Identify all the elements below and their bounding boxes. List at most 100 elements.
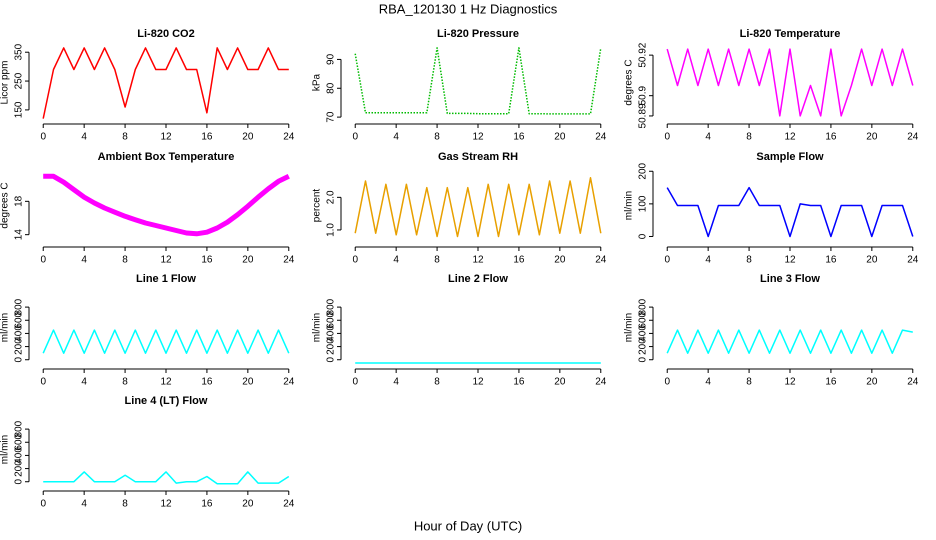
y-tick-label: 600	[14, 433, 25, 450]
panel: Line 1 Flow ml/min 0 4 8 12 16 20 24 0 20040060080…	[0, 273, 295, 388]
y-axis-label: ml/min	[624, 191, 635, 220]
y-tick-label: 400	[326, 325, 337, 342]
x-tick-label: 0	[40, 377, 46, 388]
y-tick-label: 0	[638, 357, 649, 363]
x-tick-label: 8	[746, 377, 752, 388]
x-tick-label: 8	[434, 255, 440, 266]
y-tick-label: 100	[638, 195, 649, 212]
x-tick-label: 8	[122, 132, 128, 143]
x-tick-label: 24	[283, 499, 295, 510]
x-tick-label: 8	[434, 132, 440, 143]
x-tick-label: 4	[705, 377, 711, 388]
x-tick-label: 0	[352, 377, 358, 388]
data-line	[354, 177, 602, 238]
panel-title: Li-820 CO2	[137, 28, 194, 40]
x-tick-label: 20	[866, 377, 878, 388]
data-line	[354, 47, 602, 115]
x-tick-label: 16	[825, 132, 837, 143]
x-tick-label: 0	[664, 255, 670, 266]
x-tick-label: 16	[513, 132, 525, 143]
x-tick-label: 12	[160, 499, 172, 510]
x-tick-label: 4	[705, 255, 711, 266]
y-tick-label: 0	[14, 357, 25, 363]
panel: Sample Flow ml/min 0 4 8 12 16 20 24 0 100 200	[624, 151, 919, 266]
x-tick-label: 4	[393, 132, 399, 143]
y-tick-label: 200	[638, 162, 649, 179]
y-tick-label: 600	[14, 311, 25, 328]
panel-title: Li-820 Pressure	[437, 28, 519, 40]
y-axis-label: Licor ppm	[0, 61, 11, 105]
x-tick-label: 12	[472, 255, 484, 266]
x-tick-label: 24	[907, 255, 919, 266]
data-line	[42, 47, 289, 119]
y-axis-label: ml/min	[0, 313, 11, 342]
panel-title: Ambient Box Temperature	[98, 151, 235, 163]
panel: Line 4 (LT) Flow ml/min 0 4 8 12 16 20 24 0 200400…	[0, 395, 295, 510]
y-tick-label: 1.0	[326, 223, 337, 237]
x-tick-label: 8	[746, 255, 752, 266]
y-tick-label: 800	[14, 298, 25, 315]
data-line	[666, 48, 914, 117]
y-tick-label: 400	[14, 325, 25, 342]
y-tick-label: 70	[326, 111, 337, 123]
y-tick-label: 400	[638, 325, 649, 342]
x-tick-label: 20	[242, 255, 254, 266]
x-tick-label: 20	[554, 132, 566, 143]
y-tick-label: 800	[638, 298, 649, 315]
panel-title: Li-820 Temperature	[740, 28, 841, 40]
x-tick-label: 24	[283, 377, 295, 388]
panel: Li-820 Pressure kPa 0 4 8 12 16 20 24 70 80 90	[312, 28, 607, 143]
x-tick-label: 4	[393, 377, 399, 388]
y-axis-label: degrees C	[0, 182, 11, 228]
x-tick-label: 0	[352, 255, 358, 266]
x-tick-label: 4	[393, 255, 399, 266]
y-axis-label: kPa	[312, 73, 323, 91]
y-tick-label: 200	[14, 338, 25, 355]
y-tick-label: 350	[14, 43, 25, 60]
x-tick-label: 16	[825, 255, 837, 266]
x-tick-label: 0	[664, 132, 670, 143]
x-tick-label: 20	[554, 377, 566, 388]
panel-title: Line 3 Flow	[760, 273, 820, 285]
y-tick-label: 200	[326, 338, 337, 355]
x-tick-label: 4	[81, 499, 87, 510]
panel-title: Line 4 (LT) Flow	[125, 395, 208, 407]
x-tick-label: 8	[122, 499, 128, 510]
y-tick-label: 0	[638, 233, 649, 239]
y-tick-label: 50.92	[638, 42, 649, 67]
x-tick-label: 16	[201, 255, 213, 266]
y-tick-label: 600	[326, 311, 337, 328]
panel: Gas Stream RH percent 0 4 8 12 16 20 24 1.0 2.0	[312, 151, 607, 266]
x-axis-label: Hour of Day (UTC)	[414, 518, 522, 533]
x-tick-label: 12	[784, 255, 796, 266]
y-axis-label: percent	[312, 189, 323, 223]
x-tick-label: 12	[472, 377, 484, 388]
y-tick-label: 800	[326, 298, 337, 315]
y-tick-label: 0	[14, 479, 25, 485]
x-tick-label: 12	[784, 132, 796, 143]
panel-title: Line 2 Flow	[448, 273, 508, 285]
x-tick-label: 20	[866, 132, 878, 143]
x-tick-label: 12	[784, 377, 796, 388]
x-tick-label: 4	[705, 132, 711, 143]
x-tick-label: 24	[283, 255, 295, 266]
panel-title: Gas Stream RH	[438, 151, 518, 163]
panel-title: Line 1 Flow	[136, 273, 196, 285]
y-tick-label: 14	[14, 229, 25, 241]
x-tick-label: 20	[242, 499, 254, 510]
x-tick-label: 20	[242, 132, 254, 143]
y-tick-label: 50.9	[638, 86, 649, 106]
x-tick-label: 12	[160, 377, 172, 388]
x-tick-label: 12	[160, 255, 172, 266]
y-axis-label: ml/min	[0, 435, 11, 464]
y-tick-label: 600	[638, 311, 649, 328]
y-tick-label: 18	[14, 195, 25, 207]
x-tick-label: 4	[81, 132, 87, 143]
x-tick-label: 24	[907, 377, 919, 388]
x-tick-label: 16	[825, 377, 837, 388]
x-tick-label: 16	[201, 132, 213, 143]
panel-title: Sample Flow	[756, 151, 824, 163]
y-tick-label: 150	[14, 101, 25, 118]
x-tick-label: 20	[242, 377, 254, 388]
x-tick-label: 12	[472, 132, 484, 143]
